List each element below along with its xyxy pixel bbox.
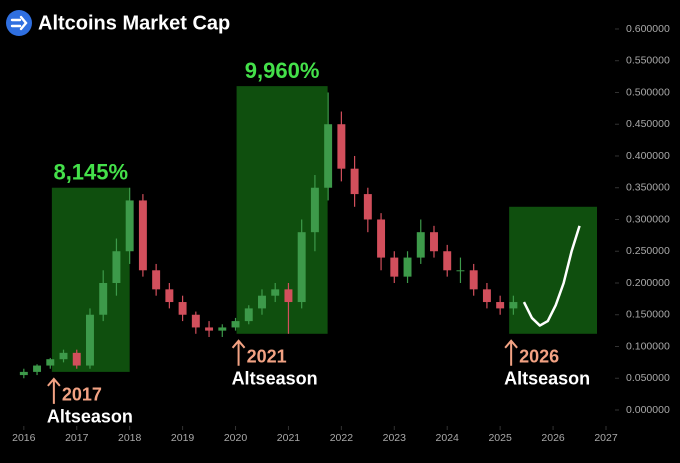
candle-body: [496, 302, 505, 309]
y-tick-label: 0.550000: [626, 55, 670, 67]
candle-body: [138, 200, 147, 271]
x-tick-label: 2026: [541, 432, 565, 444]
year-label: 2017: [62, 385, 102, 405]
candle-body: [271, 289, 280, 296]
x-tick-label: 2024: [436, 432, 460, 444]
y-tick-label: 0.600000: [626, 23, 670, 35]
candle-body: [430, 232, 438, 252]
candle-body: [59, 352, 68, 360]
y-tick-label: 0.450000: [626, 118, 670, 130]
x-tick-label: 2018: [118, 432, 142, 444]
candle-body: [297, 232, 306, 303]
year-label: 2026: [519, 347, 559, 367]
candle-body: [191, 314, 200, 328]
y-tick-label: 0.100000: [626, 340, 670, 352]
candle-body: [416, 232, 425, 258]
logo-mark: [10, 15, 28, 31]
candle-body: [86, 314, 94, 366]
candle-body: [19, 371, 28, 376]
candle-body: [363, 194, 372, 220]
annotations: 8,145%2017Altseason9,960%2021Altseason20…: [47, 58, 590, 427]
x-tick-label: 2027: [594, 432, 618, 444]
x-tick-label: 2019: [171, 432, 195, 444]
candle-body: [178, 302, 187, 315]
candle-body: [46, 359, 55, 366]
candle-body: [165, 289, 174, 303]
candle-body: [403, 257, 412, 277]
candle-body: [112, 251, 121, 283]
highlight-box: [509, 206, 598, 334]
x-tick-label: 2017: [65, 432, 89, 444]
x-tick-label: 2021: [277, 432, 301, 444]
candle-body: [218, 327, 227, 331]
y-tick-label: 0.400000: [626, 150, 670, 162]
arrow: [231, 339, 246, 366]
x-tick-label: 2025: [488, 432, 512, 444]
candle-body: [33, 365, 42, 372]
candle-body: [310, 187, 319, 233]
candle-body: [244, 308, 253, 322]
candle-body: [72, 352, 81, 366]
candles: [19, 92, 518, 379]
x-tick-label: 2016: [12, 432, 36, 444]
candle-body: [443, 251, 452, 271]
logo: [6, 10, 32, 36]
candle-body: [205, 327, 214, 331]
candle-body: [99, 282, 108, 315]
candle-body: [284, 289, 293, 303]
y-tick-label: 0.250000: [626, 245, 670, 257]
x-tick-label: 2023: [383, 432, 407, 444]
x-tick-label: 2020: [224, 432, 248, 444]
y-tick-label: 0.350000: [626, 182, 670, 194]
candle-body: [469, 270, 478, 290]
y-tick-label: 0.050000: [626, 372, 670, 384]
candle-body: [258, 295, 266, 309]
y-tick-label: 0.150000: [626, 309, 670, 321]
arrow: [504, 339, 518, 366]
candle-body: [324, 124, 333, 188]
candle-body: [390, 257, 399, 277]
projection-line: [522, 225, 581, 327]
candle-body: [337, 124, 346, 169]
candle-body: [125, 200, 134, 252]
y-tick-label: 0.300000: [626, 213, 670, 225]
chart-title: Altcoins Market Cap: [38, 12, 230, 34]
y-tick-label: 0.200000: [626, 277, 670, 289]
gain-label: 9,960%: [245, 58, 320, 83]
y-tick-label: 0.500000: [626, 86, 670, 98]
season-label: Altseason: [47, 407, 133, 427]
candle-body: [350, 168, 359, 195]
axes: 0.000000 0.050000 0.100000 0.150000 0.200000…: [12, 23, 670, 444]
arrow: [47, 377, 61, 404]
candle-body: [231, 321, 240, 328]
year-label: 2021: [247, 347, 287, 367]
candle-body: [509, 302, 518, 309]
y-tick-label: 0.000000: [626, 404, 670, 416]
candle-body: [456, 270, 465, 272]
x-tick-label: 2022: [330, 432, 354, 444]
season-label: Altseason: [232, 369, 318, 389]
season-label: Altseason: [504, 369, 590, 389]
gain-label: 8,145%: [53, 160, 128, 185]
candle-body: [152, 270, 161, 290]
candle-body: [482, 289, 491, 303]
candle-body: [377, 219, 386, 258]
